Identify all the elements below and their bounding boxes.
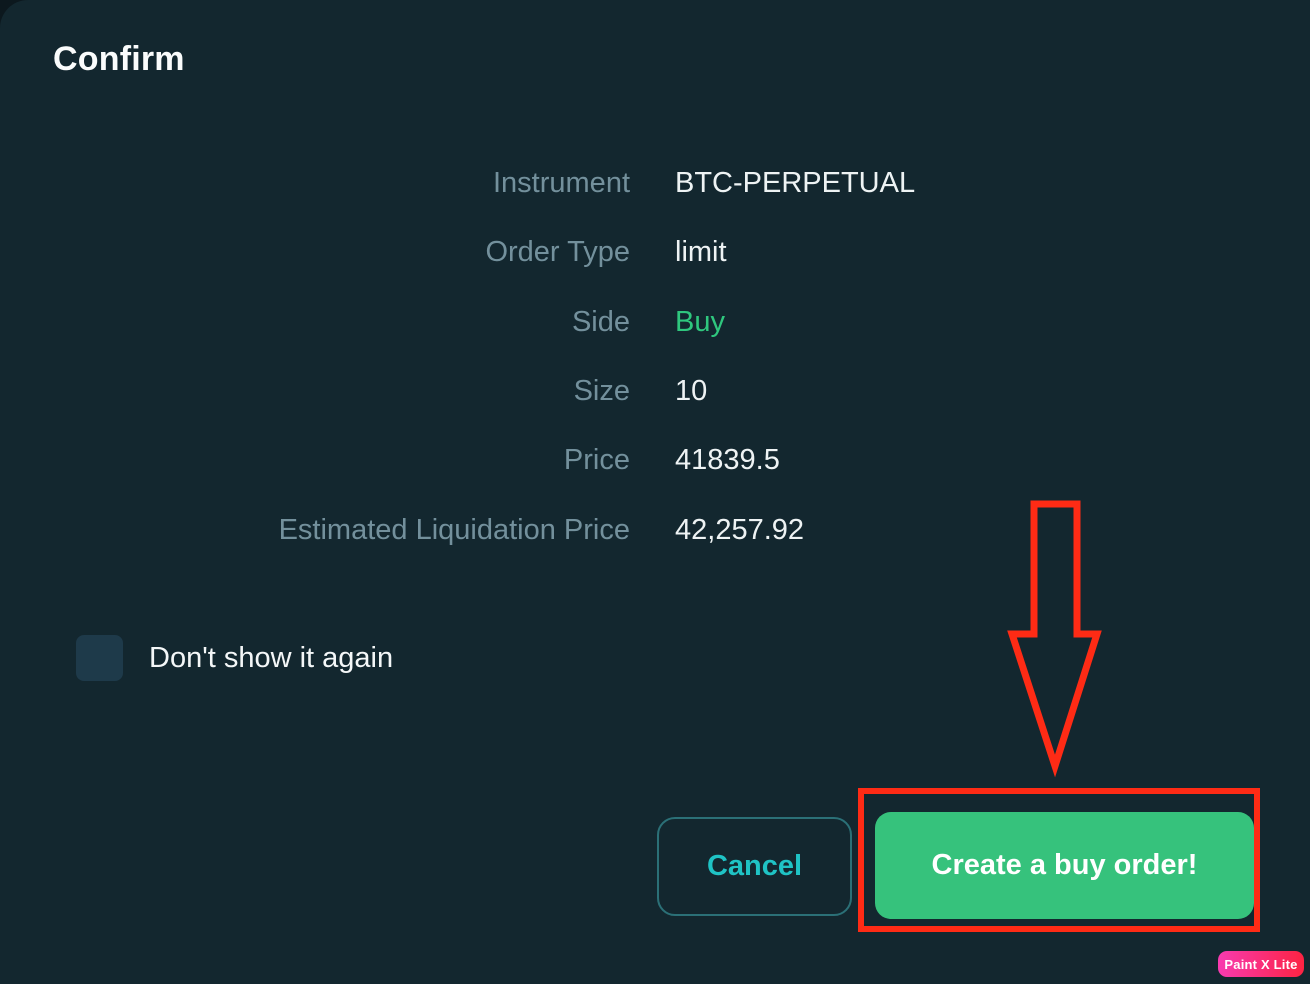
side-value: Buy <box>675 305 725 338</box>
cancel-button[interactable]: Cancel <box>657 817 852 916</box>
field-row-price: Price 41839.5 <box>0 426 1310 495</box>
order-summary: Instrument BTC-PERPETUAL Order Type limi… <box>0 149 1310 565</box>
field-row-instrument: Instrument BTC-PERPETUAL <box>0 149 1310 218</box>
create-buy-order-button[interactable]: Create a buy order! <box>875 812 1254 919</box>
est-liquidation-price-label: Estimated Liquidation Price <box>278 513 630 546</box>
instrument-value: BTC-PERPETUAL <box>675 167 916 200</box>
order-type-value: limit <box>675 236 727 269</box>
size-value: 10 <box>675 375 708 408</box>
order-type-label: Order Type <box>485 236 630 269</box>
dont-show-again-label[interactable]: Don't show it again <box>149 641 394 674</box>
field-row-size: Size 10 <box>0 357 1310 426</box>
dont-show-again-checkbox[interactable] <box>76 635 123 681</box>
price-value: 41839.5 <box>675 444 780 477</box>
paint-x-lite-watermark: Paint X Lite <box>1218 951 1304 977</box>
price-label: Price <box>563 444 630 477</box>
est-liquidation-price-value: 42,257.92 <box>675 513 805 546</box>
field-row-side: Side Buy <box>0 288 1310 357</box>
dialog-title: Confirm <box>53 40 185 78</box>
instrument-label: Instrument <box>493 167 630 200</box>
side-label: Side <box>571 305 630 338</box>
field-row-order-type: Order Type limit <box>0 218 1310 287</box>
field-row-est-liquidation-price: Estimated Liquidation Price 42,257.92 <box>0 495 1310 564</box>
size-label: Size <box>573 375 630 408</box>
